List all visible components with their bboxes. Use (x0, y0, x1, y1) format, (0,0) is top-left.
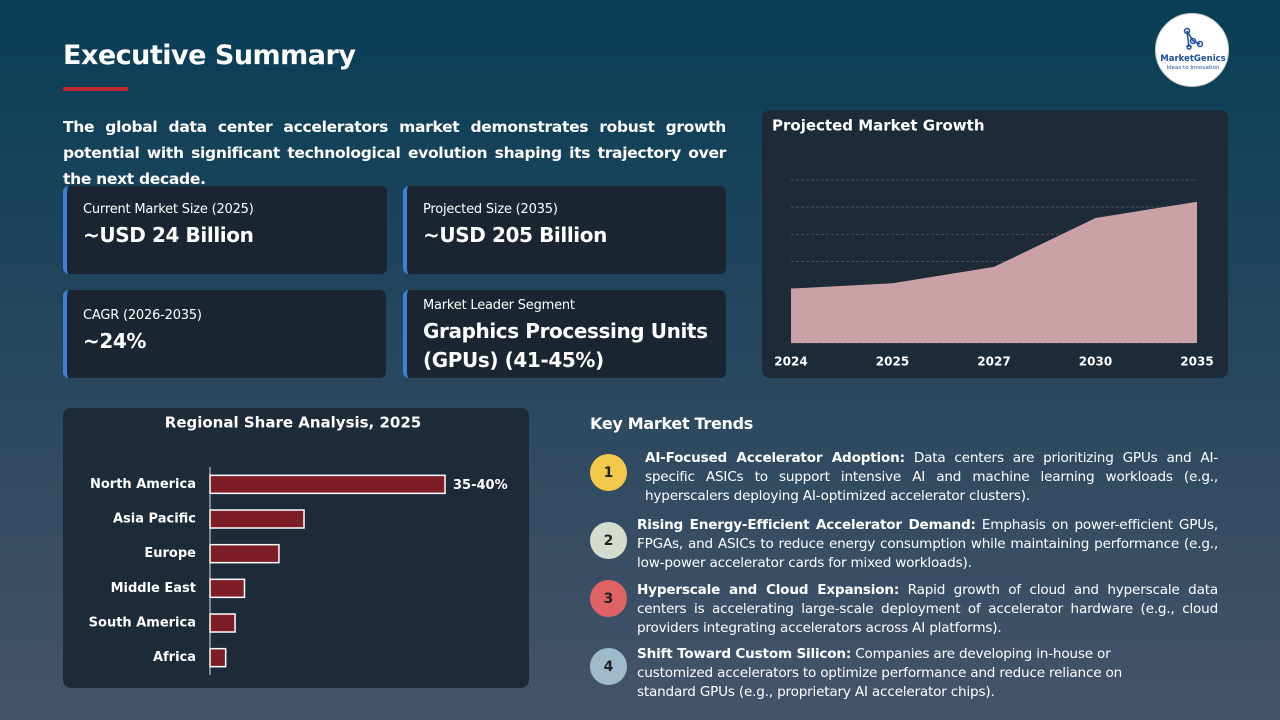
y-tick-label: Middle East (111, 581, 196, 596)
bar (209, 578, 246, 599)
trend-heading: Shift Toward Custom Silicon: (637, 646, 852, 662)
bar (209, 474, 446, 495)
logo-name: MarketGenics (1160, 54, 1226, 64)
trend-heading: AI-Focused Accelerator Adoption: (645, 450, 905, 466)
x-tick-label: 2025 (876, 355, 909, 369)
metric-label: Current Market Size (2025) (83, 202, 254, 217)
x-tick-label: 2027 (977, 355, 1010, 369)
chart-title: Regional Share Analysis, 2025 (165, 414, 421, 432)
trend-heading: Rising Energy-Efficient Accelerator Dema… (637, 517, 976, 533)
title-underline (63, 87, 128, 91)
page-title: Executive Summary (63, 40, 356, 71)
trend-text: Emphasis on power-efficient GPUs, FPGAs,… (637, 517, 1218, 571)
metric-label: Projected Size (2035) (423, 202, 558, 217)
logo-icon (1183, 27, 1204, 50)
x-tick-label: 2024 (774, 355, 807, 369)
bar (209, 613, 236, 633)
trend-text: Data centers are prioritizing GPUs and A… (645, 450, 1218, 504)
x-tick-label: 2035 (1180, 355, 1213, 369)
metric-card: CAGR (2026-2035) ~24% (63, 290, 386, 378)
y-tick-label: South America (89, 616, 196, 631)
regional-chart-panel (63, 408, 529, 688)
metric-card: Current Market Size (2025) ~USD 24 Billi… (63, 186, 387, 274)
bar (209, 647, 227, 668)
trend-heading: Hyperscale and Cloud Expansion: (637, 582, 900, 598)
trend-item: Shift Toward Custom Silicon: Companies a… (637, 645, 1177, 702)
trends-title: Key Market Trends (590, 414, 754, 433)
trend-item: Rising Energy-Efficient Accelerator Dema… (637, 516, 1218, 573)
y-tick-label: Africa (153, 650, 196, 665)
trend-item: AI-Focused Accelerator Adoption: Data ce… (645, 449, 1218, 506)
trend-number: 2 (590, 522, 627, 559)
logo: MarketGenics Ideas to Innovation (1155, 13, 1229, 87)
y-tick-label: Europe (144, 546, 196, 561)
trend-number: 1 (590, 454, 627, 491)
metric-card: Projected Size (2035) ~USD 205 Billion (403, 186, 726, 274)
y-tick-label: Asia Pacific (113, 512, 196, 527)
metric-value: ~USD 205 Billion (423, 223, 607, 247)
x-tick-label: 2030 (1079, 355, 1112, 369)
trend-item: Hyperscale and Cloud Expansion: Rapid gr… (637, 581, 1218, 638)
intro-text: The global data center accelerators mark… (63, 118, 726, 188)
metric-value: ~24% (83, 329, 147, 353)
trend-number: 3 (590, 580, 627, 617)
logo-tagline: Ideas to Innovation (1166, 65, 1220, 71)
chart-title: Projected Market Growth (772, 117, 985, 135)
area (791, 201, 1197, 343)
bar (209, 543, 280, 564)
metric-card: Market Leader Segment Graphics Processin… (403, 290, 726, 378)
metric-value: ~USD 24 Billion (83, 223, 254, 247)
trend-text: Companies are developing in-house or cus… (637, 646, 1123, 700)
metric-label: Market Leader Segment (423, 298, 575, 313)
metric-label: CAGR (2026-2035) (83, 308, 202, 323)
y-tick-label: North America (90, 477, 196, 492)
value-label: 35-40% (453, 478, 508, 493)
metric-value: Graphics Processing Units (GPUs) (41-45%… (423, 319, 708, 372)
bar (209, 509, 305, 529)
trend-number: 4 (590, 648, 627, 685)
trend-text: Rapid growth of cloud and hyperscale dat… (637, 582, 1218, 636)
